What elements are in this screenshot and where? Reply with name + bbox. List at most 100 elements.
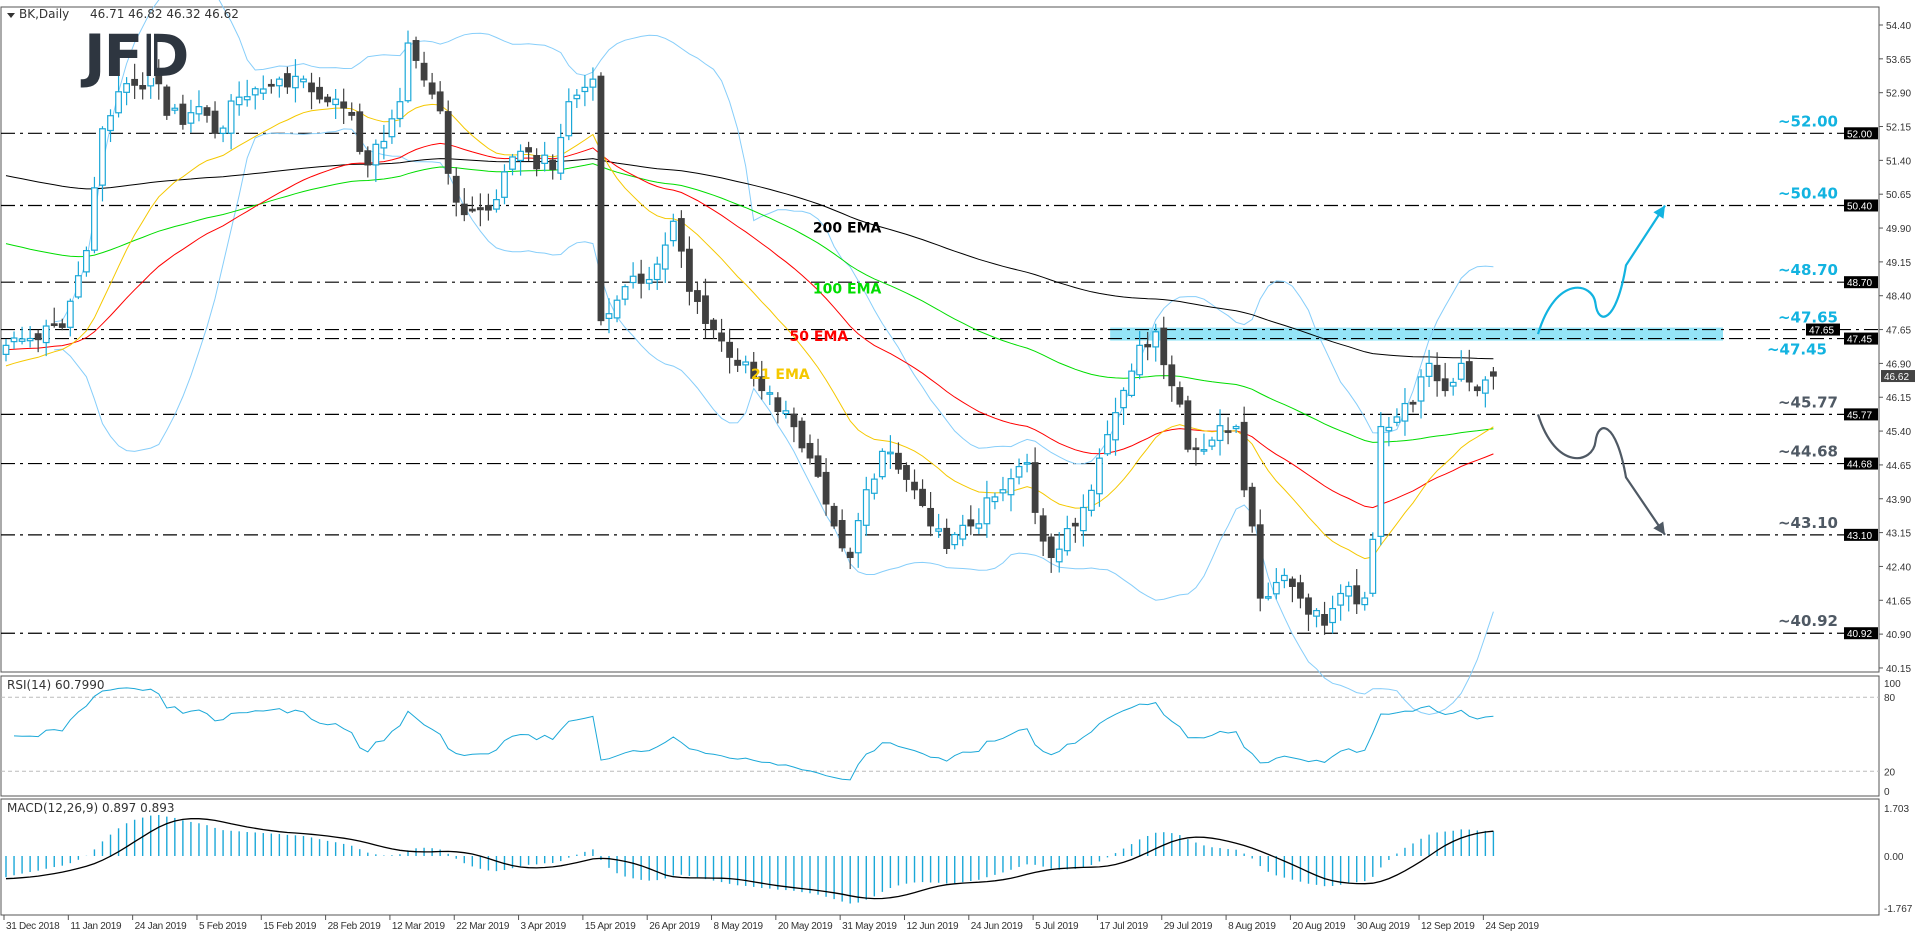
- candle-body: [66, 300, 74, 328]
- candle: [1401, 388, 1409, 436]
- candle-body: [195, 106, 203, 115]
- candle: [26, 326, 34, 348]
- candle: [653, 256, 661, 290]
- rsi-panel[interactable]: [0, 675, 1880, 797]
- price-tick-label: 44.65: [1886, 461, 1911, 472]
- candle-body: [1104, 434, 1111, 455]
- candle: [854, 512, 862, 568]
- candle-body: [1481, 379, 1489, 394]
- candle-body: [1393, 416, 1401, 424]
- candle-body: [1023, 462, 1031, 465]
- candle-body: [452, 175, 460, 203]
- dropdown-triangle-icon[interactable]: [7, 13, 15, 18]
- macd-signal-line: [5, 818, 1494, 900]
- candle: [1321, 601, 1328, 635]
- level-label: ~47.65: [1778, 309, 1838, 327]
- candle: [219, 125, 227, 143]
- candle: [517, 144, 524, 176]
- candle-body: [806, 442, 814, 459]
- price-tick-label: 45.40: [1886, 427, 1911, 438]
- candle-body: [243, 96, 251, 101]
- candle-body: [10, 337, 18, 343]
- price-panel[interactable]: [0, 6, 1880, 673]
- candle-body: [517, 150, 524, 162]
- candle: [275, 76, 283, 98]
- price-tick-label: 40.15: [1886, 664, 1911, 675]
- candle: [1200, 433, 1208, 455]
- candle-body: [388, 118, 396, 138]
- date-tick-label: 5 Feb 2019: [199, 921, 247, 932]
- date-tick-label: 31 Dec 2018: [6, 921, 60, 932]
- date-tick-label: 17 Jul 2019: [1099, 921, 1148, 932]
- candle-body: [1071, 522, 1079, 527]
- bollinger-upper: [54, 0, 1494, 465]
- candle-body: [1297, 582, 1304, 599]
- candle-body: [1208, 439, 1216, 447]
- scenario-up-path: [1536, 204, 1666, 335]
- candle-body: [685, 248, 693, 292]
- candle-body: [1112, 412, 1119, 441]
- candle-body: [999, 489, 1007, 494]
- candle: [66, 298, 74, 337]
- candle-body: [1272, 581, 1280, 595]
- ohlc-readout: 46.71 46.82 46.32 46.62: [90, 7, 239, 21]
- candle-body: [533, 155, 541, 170]
- candle: [211, 101, 219, 139]
- price-tick-label: 48.40: [1886, 292, 1911, 303]
- candle: [927, 492, 934, 537]
- candle-body: [911, 481, 918, 491]
- candle: [742, 355, 750, 374]
- candle: [1096, 448, 1103, 507]
- candle-body: [1264, 596, 1272, 599]
- candle: [131, 63, 139, 99]
- candle: [147, 57, 155, 99]
- candle-body: [782, 410, 790, 415]
- macd-tick-label: 1.703: [1884, 804, 1909, 815]
- candle-body: [34, 333, 42, 341]
- candle: [380, 124, 388, 160]
- price-box: 52.00: [1844, 127, 1878, 140]
- candle-body: [991, 496, 999, 503]
- candle-body: [356, 111, 364, 152]
- date-tick-label: 3 Apr 2019: [521, 921, 567, 932]
- price-box-label: 47.65: [1809, 326, 1834, 337]
- candle-body: [1248, 486, 1256, 527]
- candle: [1305, 593, 1312, 631]
- candle: [999, 476, 1007, 502]
- candle-body: [284, 73, 291, 88]
- candle-body: [219, 127, 227, 134]
- candle-body: [147, 73, 155, 87]
- candle-body: [1337, 592, 1345, 606]
- scenario-arrows: [1536, 204, 1666, 536]
- price-tick-label: 51.40: [1886, 156, 1911, 167]
- candle: [396, 87, 404, 128]
- candle: [501, 164, 508, 205]
- date-tick-label: 30 Aug 2019: [1357, 921, 1411, 932]
- candle: [1489, 367, 1497, 390]
- candle: [1031, 447, 1039, 525]
- candle-body: [1321, 614, 1328, 626]
- candle-body: [348, 111, 356, 116]
- candle: [967, 505, 975, 536]
- candle-body: [292, 75, 299, 89]
- candle: [1425, 349, 1433, 387]
- level-label: ~43.10: [1778, 514, 1838, 532]
- candle: [726, 328, 733, 374]
- candle: [340, 88, 348, 125]
- candle: [1385, 417, 1393, 447]
- candle-body: [1305, 597, 1312, 615]
- candle: [1297, 574, 1304, 609]
- macd-panel[interactable]: [0, 798, 1880, 916]
- candle: [267, 79, 275, 94]
- candle: [1160, 316, 1168, 380]
- price-tick-label: 43.90: [1886, 495, 1911, 506]
- candle: [1087, 484, 1095, 517]
- candle: [171, 103, 179, 115]
- price-box: 44.68: [1844, 457, 1878, 471]
- candle-body: [1449, 381, 1457, 387]
- candle-body: [1313, 609, 1320, 617]
- candle-body: [2, 344, 10, 355]
- candle-body: [91, 187, 98, 251]
- candle: [525, 141, 532, 162]
